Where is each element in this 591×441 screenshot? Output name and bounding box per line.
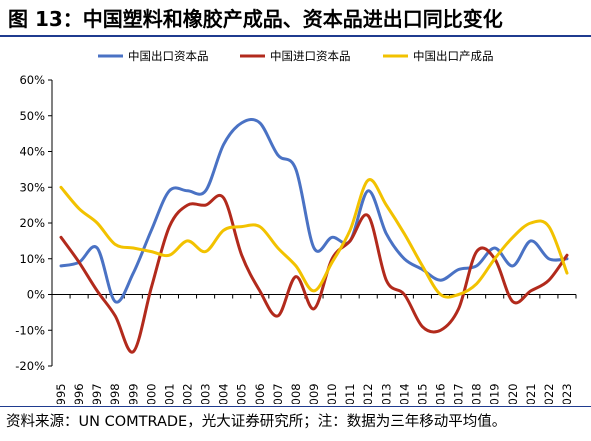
x-tick-label: 2009 — [307, 383, 321, 404]
y-tick-label: 30% — [19, 180, 45, 194]
series-line-3 — [59, 178, 569, 299]
series-line-2 — [59, 193, 569, 354]
line-chart: 中国出口资本品 中国进口资本品 中国出口产成品 60% 50% 40% 30% 20% 10%… — [15, 49, 577, 404]
x-tick-label: 1995 — [54, 383, 68, 404]
y-tick-label: 60% — [19, 73, 45, 87]
x-tick-label: 2001 — [162, 383, 176, 404]
x-tick-label: 1998 — [108, 383, 122, 404]
title-divider — [0, 35, 591, 37]
x-tick-label: 2017 — [452, 383, 466, 404]
source-divider — [0, 406, 591, 407]
x-tick-label: 2016 — [433, 383, 447, 404]
legend-label-2: 中国进口资本品 — [270, 49, 351, 63]
x-tick-label: 2012 — [361, 383, 375, 404]
x-tick-label: 2007 — [271, 383, 285, 404]
y-axis: 60% 50% 40% 30% 20% 10% 0% -10% -20% — [15, 73, 53, 373]
y-tick-label: 10% — [19, 252, 45, 266]
y-tick-label: 20% — [19, 216, 45, 230]
x-tick-label: 2000 — [144, 383, 158, 404]
x-tick-label: 2002 — [181, 383, 195, 404]
y-tick-label: 40% — [19, 145, 45, 159]
x-tick-label: 2006 — [253, 383, 267, 404]
x-tick-label: 2008 — [289, 383, 303, 404]
x-tick-label: 2003 — [199, 383, 213, 404]
y-tick-label: 50% — [19, 109, 45, 123]
x-tick-label: 2010 — [325, 383, 339, 404]
x-tick-label: 2005 — [235, 383, 249, 404]
x-tick-label: 2021 — [524, 383, 538, 404]
series-layer — [59, 118, 569, 354]
y-tick-label: 0% — [27, 288, 45, 302]
legend-label-3: 中国出口产成品 — [413, 49, 494, 63]
legend: 中国出口资本品 中国进口资本品 中国出口产成品 — [98, 49, 494, 63]
x-tick-label: 2020 — [506, 383, 520, 404]
x-tick-label: 2014 — [397, 383, 411, 404]
y-tick-label: -10% — [15, 323, 45, 337]
x-tick-label: 2013 — [379, 383, 393, 404]
x-tick-label: 2022 — [542, 383, 556, 404]
x-tick-label: 1996 — [72, 383, 86, 404]
x-tick-label: 2004 — [217, 383, 231, 404]
chart-title: 图 13：中国塑料和橡胶产成品、资本品进出口同比变化 — [8, 7, 503, 31]
x-tick-label: 2015 — [415, 383, 429, 404]
x-tick-label: 1997 — [90, 383, 104, 404]
series-line-1 — [59, 118, 569, 304]
x-tick-label: 1999 — [126, 383, 140, 404]
y-tick-label: -20% — [15, 359, 45, 373]
source-note: 资料来源：UN COMTRADE，光大证券研究所；注：数据为三年移动平均值。 — [6, 414, 507, 430]
legend-label-1: 中国出口资本品 — [128, 49, 209, 63]
x-tick-label: 2023 — [560, 383, 574, 404]
x-tick-label: 2018 — [470, 383, 484, 404]
x-tick-label: 2019 — [488, 383, 502, 404]
x-axis: 1995 1996 1997 1998 1999 2000 2001 2002 2003 2004… — [51, 294, 577, 404]
x-tick-label: 2011 — [343, 383, 357, 404]
